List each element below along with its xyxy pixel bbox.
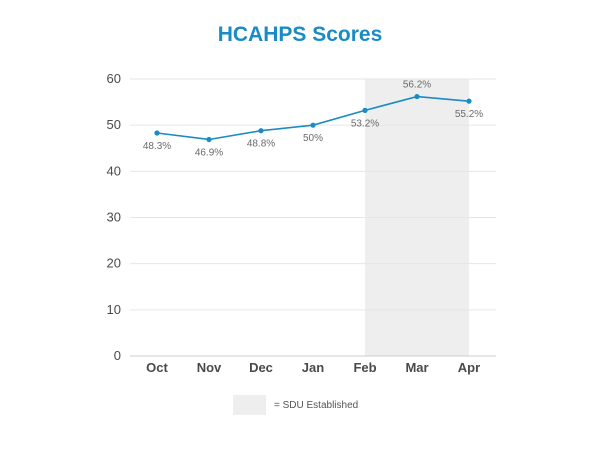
data-label: 50%: [303, 133, 323, 144]
x-tick-label: Apr: [458, 360, 480, 375]
chart-title: HCAHPS Scores: [217, 23, 383, 46]
y-tick-label: 60: [107, 71, 121, 86]
data-point: [206, 136, 212, 143]
legend-swatch-sdu: [233, 395, 266, 415]
data-label: 48.3%: [143, 141, 171, 152]
y-tick-label: 0: [114, 348, 121, 363]
data-point: [154, 130, 160, 136]
data-label: 55.2%: [455, 109, 483, 120]
x-tick-label: Feb: [353, 360, 376, 375]
y-tick-label: 40: [107, 163, 121, 178]
y-tick-label: 50: [107, 117, 121, 132]
x-tick-label: Dec: [249, 360, 273, 375]
data-point: [466, 98, 472, 104]
data-point: [310, 122, 316, 128]
y-tick-label: 30: [107, 210, 121, 225]
data-label: 48.8%: [247, 139, 275, 150]
x-tick-label: Oct: [146, 360, 168, 375]
legend: = SDU Established: [233, 395, 358, 415]
data-label: 53.2%: [351, 118, 379, 129]
data-label: 46.9%: [195, 147, 223, 158]
data-point: [258, 128, 264, 134]
data-point: [414, 93, 420, 100]
y-tick-label: 20: [107, 256, 121, 271]
legend-label: = SDU Established: [274, 399, 359, 411]
data-label: 56.2%: [403, 80, 431, 91]
y-tick-label: 10: [107, 302, 121, 317]
x-tick-label: Mar: [405, 360, 428, 375]
data-point: [362, 107, 368, 113]
x-tick-label: Nov: [197, 360, 222, 375]
x-tick-label: Jan: [302, 360, 324, 375]
